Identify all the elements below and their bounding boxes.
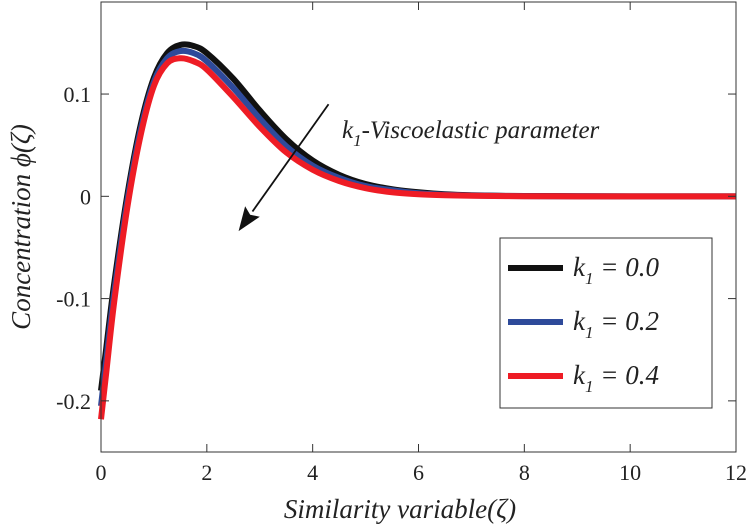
x-tick-label: 12 xyxy=(725,460,747,485)
annotation: k1-Viscoelastic parameter xyxy=(238,103,600,232)
series-layer xyxy=(98,41,736,420)
x-tick-label: 6 xyxy=(413,460,424,485)
x-tick-label: 10 xyxy=(619,460,641,485)
legend-label-2: k1 = 0.4 xyxy=(573,360,659,396)
annotation-arrowhead xyxy=(238,206,260,232)
annotation-subscript: 1 xyxy=(353,131,362,150)
y-tick-label: -0.1 xyxy=(56,287,91,312)
annotation-arrow xyxy=(251,103,330,213)
y-axis-label: Concentration ϕ(ζ) xyxy=(6,124,36,330)
legend-label-0: k1 = 0.0 xyxy=(573,252,659,288)
y-tick-label: 0.1 xyxy=(64,82,92,107)
x-tick-label: 4 xyxy=(307,460,318,485)
legend-label-1: k1 = 0.2 xyxy=(573,306,659,342)
x-tick-label: 8 xyxy=(519,460,530,485)
y-tick-label: 0 xyxy=(80,184,91,209)
annotation-text: -Viscoelastic parameter xyxy=(362,117,600,144)
axes-layer: 0 2 4 6 8 10 12 -0.2 -0.1 0 0.1 xyxy=(56,1,747,485)
annotation-label: k1-Viscoelastic parameter xyxy=(342,117,600,150)
series-line-2 xyxy=(98,55,736,420)
annotation-symbol: k xyxy=(342,117,354,144)
x-axis-label: Similarity variable(ζ) xyxy=(284,494,516,524)
y-tick-label: -0.2 xyxy=(56,389,91,414)
x-tick-label: 0 xyxy=(96,460,107,485)
x-tick-label: 2 xyxy=(201,460,212,485)
legend: k1 = 0.0 k1 = 0.2 k1 = 0.4 xyxy=(499,237,713,409)
